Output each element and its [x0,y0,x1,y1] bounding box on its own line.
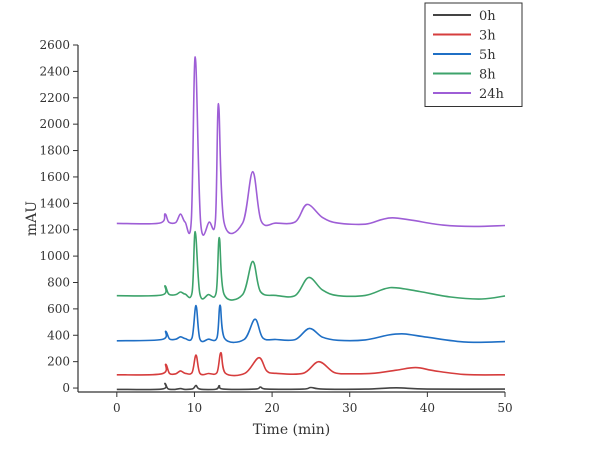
series-line-8h [116,230,506,301]
x-tick-label: 10 [187,401,202,415]
x-tick-label: 30 [342,401,357,415]
axes: 0 10 20 30 40 50 0 200 400 600 800 1000 1200 1400 1600… [39,38,512,415]
y-tick-label: 400 [47,328,70,342]
legend-label-5h: 5h [479,48,496,63]
legend-label-8h: 8h [479,68,496,83]
y-tick-label: 1000 [39,249,70,263]
legend-label-3h: 3h [479,29,496,44]
series-line-24h [116,56,506,236]
y-tick-label: 1800 [39,144,70,158]
y-tick-label: 2200 [39,91,70,105]
series-line-0h [116,382,506,391]
y-tick-label: 200 [47,355,70,369]
legend-label-24h: 24h [479,87,505,102]
y-tick-label: 600 [47,302,70,316]
y-tick-label: 2600 [39,38,70,52]
x-tick-label: 50 [497,401,512,415]
x-tick-label: 40 [420,401,435,415]
y-tick-label: 2000 [39,117,70,131]
series-line-5h [116,304,506,344]
y-tick-label: 800 [47,275,70,289]
y-axis-title: mAU [24,201,40,236]
plot-area [116,56,506,391]
series-line-3h [116,351,506,377]
x-tick-label: 0 [113,401,121,415]
x-tick-label: 20 [264,401,279,415]
legend-label-0h: 0h [479,9,496,24]
y-tick-label: 1200 [39,223,70,237]
y-tick-label: 2400 [39,64,70,78]
y-tick-label: 1600 [39,170,70,184]
legend: 0h 3h 5h 8h 24h [424,2,523,107]
y-tick-label: 0 [62,381,70,395]
x-axis-title: Time (min) [253,422,331,438]
y-tick-label: 1400 [39,196,70,210]
